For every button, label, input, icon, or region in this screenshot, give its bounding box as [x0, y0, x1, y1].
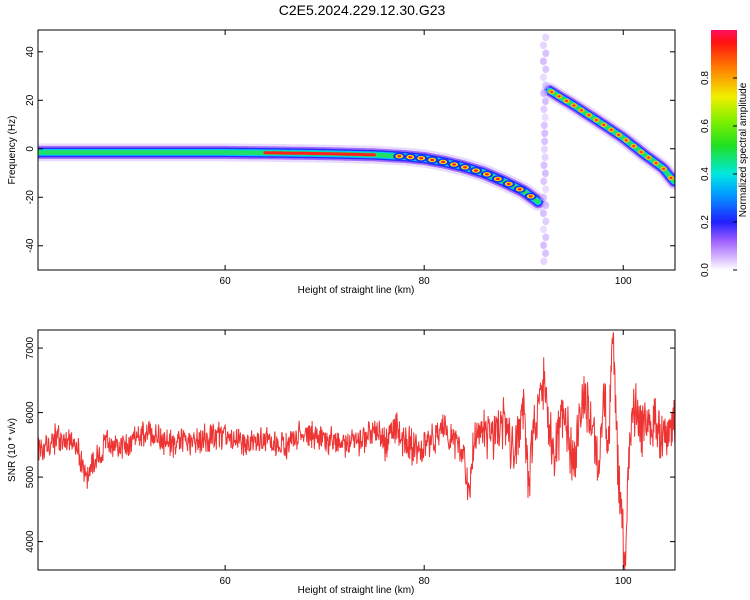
colorbar-tick-label: 0.6: [700, 119, 711, 133]
x-tick-label: 80: [419, 576, 431, 587]
colorbar-tick-label: 0.4: [700, 167, 711, 181]
chart-title: C2E5.2024.229.12.30.G23: [279, 2, 446, 18]
y-tick-label: 20: [25, 94, 36, 106]
x-tick-label: 60: [220, 576, 232, 587]
x-tick-label: 100: [615, 576, 632, 587]
x-tick-label: 60: [220, 276, 232, 287]
snr-series-line: [38, 331, 675, 570]
spectrogram-panel: 60 80 100 -40 -20 0 20 40 Height of straight l…: [7, 29, 676, 296]
snr-y-ticks: 4000 5000 6000 7000: [25, 337, 675, 553]
spectrogram-y-label: Frequency (Hz): [7, 116, 18, 185]
snr-panel: 60 80 100 4000 5000 6000 7000 Height of strai…: [7, 329, 676, 596]
snr-x-label: Height of straight line (km): [298, 585, 415, 596]
spectrogram-frame: [37, 29, 676, 271]
colorbar: 0.0 0.2 0.4 0.6 0.8 Normalized spectral ampl…: [700, 30, 749, 277]
snr-frame: [37, 329, 676, 571]
x-tick-label: 80: [419, 276, 431, 287]
spectrogram-x-ticks: 60 80 100: [220, 30, 632, 287]
colorbar-gradient: [711, 30, 737, 270]
y-tick-label: 5000: [25, 466, 36, 489]
spectral-trace: [541, 82, 675, 190]
y-tick-label: 7000: [25, 337, 36, 360]
colorbar-tick-label: 0.8: [700, 71, 711, 85]
y-tick-label: -20: [25, 190, 36, 205]
colorbar-ticks: 0.0 0.2 0.4 0.6 0.8: [700, 71, 737, 277]
y-tick-label: 6000: [25, 401, 36, 424]
colorbar-tick-label: 0.0: [700, 263, 711, 277]
y-tick-label: 4000: [25, 530, 36, 553]
snr-x-ticks: 60 80 100: [220, 330, 632, 587]
y-tick-label: 0: [25, 146, 36, 152]
colorbar-label: Normalized spectral amplitude: [738, 82, 749, 217]
x-tick-label: 100: [615, 276, 632, 287]
spectrogram-traces: [38, 33, 675, 266]
snr-plot-area: [38, 330, 675, 570]
transition-noise-column: [539, 33, 550, 266]
y-tick-label: 40: [25, 46, 36, 58]
spectrogram-x-label: Height of straight line (km): [298, 285, 415, 296]
snr-y-label: SNR (10 * v/v): [7, 418, 18, 482]
spectrogram-y-ticks: -40 -20 0 20 40: [25, 46, 675, 253]
colorbar-tick-label: 0.2: [700, 215, 711, 229]
spectral-trace: [38, 143, 548, 211]
y-tick-label: -40: [25, 238, 36, 253]
